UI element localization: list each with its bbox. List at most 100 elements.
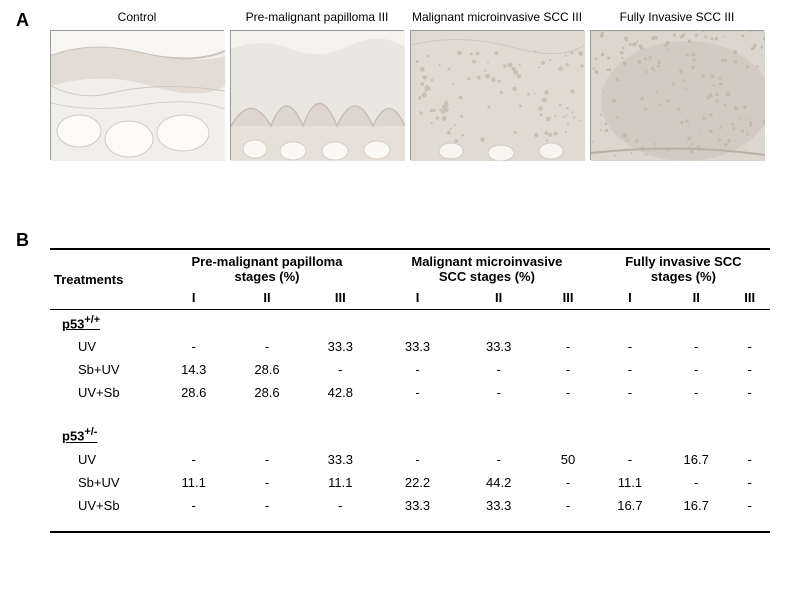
- value-cell: -: [729, 381, 770, 404]
- value-cell: 44.2: [458, 471, 539, 494]
- panel-a-image-title: Pre-malignant papilloma III: [246, 10, 389, 24]
- treatment-cell: UV: [50, 448, 157, 471]
- panel-a-image-col: Pre-malignant papilloma III: [230, 10, 404, 160]
- table-head: Treatments Pre-malignant papillomastages…: [50, 249, 770, 310]
- stage-header: II: [458, 286, 539, 310]
- value-cell: 50: [539, 448, 597, 471]
- treatment-cell: UV+Sb: [50, 381, 157, 404]
- value-cell: -: [157, 448, 230, 471]
- value-cell: 28.6: [157, 381, 230, 404]
- colgroup-2: Fully invasive SCCstages (%): [597, 249, 770, 286]
- treatment-cell: UV: [50, 335, 157, 358]
- table-row: Sb+UV14.328.6-------: [50, 358, 770, 381]
- value-cell: -: [597, 448, 663, 471]
- genotype-label: p53+/+: [50, 310, 770, 336]
- table-row: p53+/+: [50, 310, 770, 336]
- value-cell: 33.3: [304, 448, 377, 471]
- value-cell: 28.6: [230, 358, 303, 381]
- value-cell: -: [230, 471, 303, 494]
- table-body: p53+/+UV--33.333.333.3----Sb+UV14.328.6-…: [50, 310, 770, 532]
- value-cell: -: [663, 335, 729, 358]
- table-row: p53+/-: [50, 422, 770, 447]
- panel-a-image-col: Malignant microinvasive SCC III: [410, 10, 584, 160]
- value-cell: -: [663, 358, 729, 381]
- results-table: Treatments Pre-malignant papillomastages…: [50, 248, 770, 533]
- panel-a-image-title: Malignant microinvasive SCC III: [412, 10, 582, 24]
- value-cell: -: [663, 381, 729, 404]
- panel-a: Control Pre-malignant papilloma III Mali…: [50, 10, 780, 190]
- histology-image: [230, 30, 404, 160]
- value-cell: -: [230, 494, 303, 517]
- treatment-cell: Sb+UV: [50, 358, 157, 381]
- value-cell: 11.1: [597, 471, 663, 494]
- stage-header: I: [157, 286, 230, 310]
- value-cell: -: [539, 335, 597, 358]
- panel-a-label: A: [16, 10, 29, 31]
- colgroup-1: Malignant microinvasiveSCC stages (%): [377, 249, 597, 286]
- table-row: UV--33.3--50-16.7-: [50, 448, 770, 471]
- value-cell: 33.3: [458, 335, 539, 358]
- table-row: Sb+UV11.1-11.122.244.2-11.1--: [50, 471, 770, 494]
- value-cell: 28.6: [230, 381, 303, 404]
- value-cell: 14.3: [157, 358, 230, 381]
- value-cell: -: [377, 448, 458, 471]
- value-cell: -: [230, 335, 303, 358]
- table-row: UV+Sb---33.333.3-16.716.7-: [50, 494, 770, 517]
- value-cell: -: [539, 358, 597, 381]
- value-cell: 11.1: [157, 471, 230, 494]
- value-cell: -: [729, 358, 770, 381]
- value-cell: -: [377, 358, 458, 381]
- panel-a-image-row: Control Pre-malignant papilloma III Mali…: [50, 10, 780, 160]
- value-cell: 11.1: [304, 471, 377, 494]
- histology-image: [410, 30, 584, 160]
- genotype-label: p53+/-: [50, 422, 770, 447]
- value-cell: -: [304, 494, 377, 517]
- spacer-row: [50, 404, 770, 422]
- value-cell: 22.2: [377, 471, 458, 494]
- value-cell: -: [458, 358, 539, 381]
- value-cell: -: [304, 358, 377, 381]
- value-cell: 33.3: [377, 494, 458, 517]
- panel-a-image-title: Control: [118, 10, 157, 24]
- value-cell: -: [377, 381, 458, 404]
- stage-header: I: [377, 286, 458, 310]
- stage-header: I: [597, 286, 663, 310]
- value-cell: -: [157, 335, 230, 358]
- panel-a-image-col: Fully Invasive SCC III: [590, 10, 764, 160]
- value-cell: -: [230, 448, 303, 471]
- value-cell: -: [597, 381, 663, 404]
- value-cell: 33.3: [304, 335, 377, 358]
- value-cell: -: [597, 358, 663, 381]
- value-cell: 16.7: [597, 494, 663, 517]
- value-cell: -: [729, 448, 770, 471]
- value-cell: 42.8: [304, 381, 377, 404]
- treatments-header: Treatments: [50, 249, 157, 310]
- histology-image: [590, 30, 764, 160]
- panel-a-image-col: Control: [50, 10, 224, 160]
- value-cell: -: [729, 494, 770, 517]
- colgroup-0: Pre-malignant papillomastages (%): [157, 249, 377, 286]
- stage-header: III: [304, 286, 377, 310]
- value-cell: 16.7: [663, 494, 729, 517]
- value-cell: -: [729, 471, 770, 494]
- stage-header: III: [729, 286, 770, 310]
- panel-b-label: B: [16, 230, 29, 251]
- value-cell: -: [539, 381, 597, 404]
- header-row-groups: Treatments Pre-malignant papillomastages…: [50, 249, 770, 286]
- stage-header: II: [663, 286, 729, 310]
- stage-header: III: [539, 286, 597, 310]
- value-cell: -: [539, 494, 597, 517]
- value-cell: -: [597, 335, 663, 358]
- figure-root: A Control Pre-malignant papilloma III Ma…: [0, 0, 800, 616]
- header-row-stages: IIIIIIIIIIIIIIIIII: [50, 286, 770, 310]
- panel-b: Treatments Pre-malignant papillomastages…: [50, 248, 770, 533]
- panel-a-image-title: Fully Invasive SCC III: [620, 10, 735, 24]
- value-cell: -: [458, 448, 539, 471]
- value-cell: -: [539, 471, 597, 494]
- bottom-rule-row: [50, 517, 770, 532]
- treatment-cell: Sb+UV: [50, 471, 157, 494]
- treatment-cell: UV+Sb: [50, 494, 157, 517]
- value-cell: -: [458, 381, 539, 404]
- table-row: UV--33.333.333.3----: [50, 335, 770, 358]
- table-row: UV+Sb28.628.642.8------: [50, 381, 770, 404]
